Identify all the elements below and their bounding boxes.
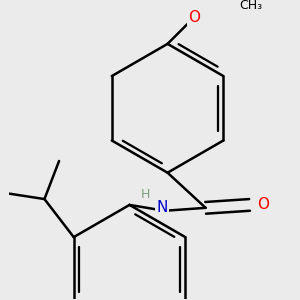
Text: O: O [188,10,200,25]
Text: CH₃: CH₃ [239,0,262,12]
Text: H: H [141,188,150,201]
Text: N: N [156,200,167,215]
Text: O: O [257,197,269,212]
